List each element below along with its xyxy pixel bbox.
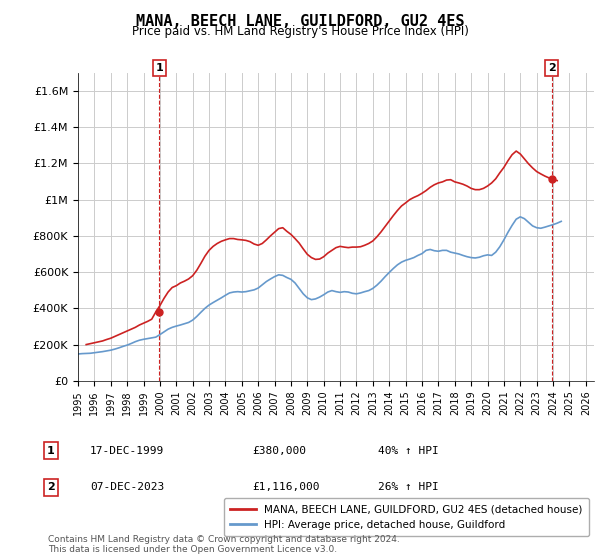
Text: 1: 1 [47,446,55,456]
Text: 2: 2 [548,63,556,73]
Text: 40% ↑ HPI: 40% ↑ HPI [378,446,439,456]
Text: £380,000: £380,000 [252,446,306,456]
Text: 2: 2 [47,482,55,492]
Text: 17-DEC-1999: 17-DEC-1999 [90,446,164,456]
Text: Price paid vs. HM Land Registry's House Price Index (HPI): Price paid vs. HM Land Registry's House … [131,25,469,38]
Text: MANA, BEECH LANE, GUILDFORD, GU2 4ES: MANA, BEECH LANE, GUILDFORD, GU2 4ES [136,14,464,29]
Text: Contains HM Land Registry data © Crown copyright and database right 2024.
This d: Contains HM Land Registry data © Crown c… [48,535,400,554]
Legend: MANA, BEECH LANE, GUILDFORD, GU2 4ES (detached house), HPI: Average price, detac: MANA, BEECH LANE, GUILDFORD, GU2 4ES (de… [224,498,589,536]
Text: £1,116,000: £1,116,000 [252,482,320,492]
Text: 26% ↑ HPI: 26% ↑ HPI [378,482,439,492]
Text: 07-DEC-2023: 07-DEC-2023 [90,482,164,492]
Text: 1: 1 [155,63,163,73]
